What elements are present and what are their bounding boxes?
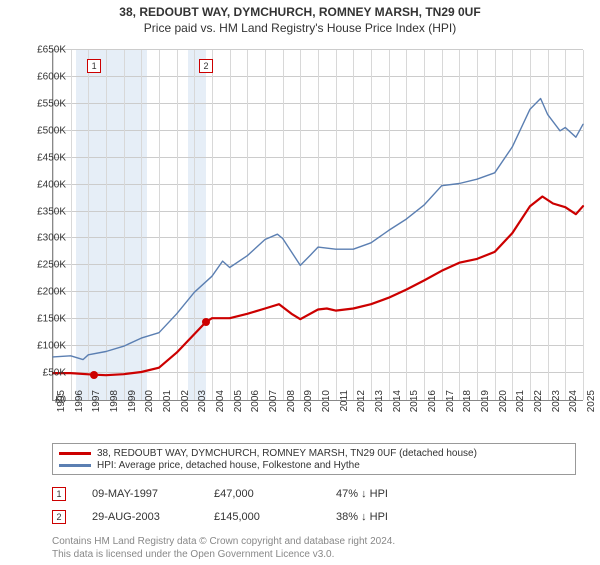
x-tick-label: 1996 xyxy=(74,390,85,420)
x-tick-label: 1997 xyxy=(91,390,102,420)
copyright-text: Contains HM Land Registry data © Crown c… xyxy=(52,535,395,561)
y-tick-label: £600K xyxy=(20,71,66,82)
series-line xyxy=(53,99,583,360)
x-tick-label: 2006 xyxy=(250,390,261,420)
x-tick-label: 2008 xyxy=(286,390,297,420)
legend-row: HPI: Average price, detached house, Folk… xyxy=(59,460,569,471)
legend-box: 38, REDOUBT WAY, DYMCHURCH, ROMNEY MARSH… xyxy=(52,443,576,475)
marker-icon: 2 xyxy=(199,59,213,73)
x-tick-label: 2003 xyxy=(197,390,208,420)
y-tick-label: £400K xyxy=(20,179,66,190)
y-tick-label: £50K xyxy=(20,368,66,379)
transaction-date: 29-AUG-2003 xyxy=(92,511,188,523)
y-tick-label: £250K xyxy=(20,260,66,271)
y-tick-label: £300K xyxy=(20,233,66,244)
data-point xyxy=(202,318,210,326)
x-tick-label: 2011 xyxy=(339,390,350,420)
x-tick-label: 1995 xyxy=(56,390,67,420)
copyright-line: This data is licensed under the Open Gov… xyxy=(52,548,395,561)
x-tick-label: 2000 xyxy=(144,390,155,420)
legend-row: 38, REDOUBT WAY, DYMCHURCH, ROMNEY MARSH… xyxy=(59,448,569,459)
x-tick-label: 2012 xyxy=(356,390,367,420)
y-tick-label: £150K xyxy=(20,314,66,325)
chart-svg xyxy=(53,50,583,400)
x-tick-label: 2017 xyxy=(445,390,456,420)
transaction-row: 2 29-AUG-2003 £145,000 38% ↓ HPI xyxy=(52,510,432,524)
x-tick-label: 2009 xyxy=(303,390,314,420)
x-tick-label: 2002 xyxy=(180,390,191,420)
transaction-delta: 47% ↓ HPI xyxy=(336,488,432,500)
transaction-delta: 38% ↓ HPI xyxy=(336,511,432,523)
marker-icon: 2 xyxy=(52,510,66,524)
y-tick-label: £350K xyxy=(20,206,66,217)
x-tick-label: 1998 xyxy=(109,390,120,420)
series-line xyxy=(53,197,583,376)
chart-subtitle: Price paid vs. HM Land Registry's House … xyxy=(0,21,600,35)
x-tick-label: 2025 xyxy=(586,390,597,420)
x-tick-label: 2021 xyxy=(515,390,526,420)
x-tick-label: 2014 xyxy=(392,390,403,420)
data-point xyxy=(90,371,98,379)
y-tick-label: £500K xyxy=(20,125,66,136)
y-tick-label: £100K xyxy=(20,341,66,352)
x-tick-label: 2016 xyxy=(427,390,438,420)
legend-label: 38, REDOUBT WAY, DYMCHURCH, ROMNEY MARSH… xyxy=(97,448,477,459)
transaction-date: 09-MAY-1997 xyxy=(92,488,188,500)
chart-plot-area: 12 xyxy=(52,50,583,401)
x-tick-label: 1999 xyxy=(127,390,138,420)
y-tick-label: £450K xyxy=(20,152,66,163)
transaction-row: 1 09-MAY-1997 £47,000 47% ↓ HPI xyxy=(52,487,432,501)
x-tick-label: 2015 xyxy=(409,390,420,420)
y-tick-label: £200K xyxy=(20,287,66,298)
x-tick-label: 2024 xyxy=(568,390,579,420)
transaction-price: £145,000 xyxy=(214,511,310,523)
legend-label: HPI: Average price, detached house, Folk… xyxy=(97,460,360,471)
x-tick-label: 2020 xyxy=(498,390,509,420)
chart-title: 38, REDOUBT WAY, DYMCHURCH, ROMNEY MARSH… xyxy=(0,5,600,19)
x-tick-label: 2007 xyxy=(268,390,279,420)
x-tick-label: 2005 xyxy=(233,390,244,420)
x-tick-label: 2004 xyxy=(215,390,226,420)
x-tick-label: 2018 xyxy=(462,390,473,420)
copyright-line: Contains HM Land Registry data © Crown c… xyxy=(52,535,395,548)
x-tick-label: 2019 xyxy=(480,390,491,420)
x-tick-label: 2023 xyxy=(551,390,562,420)
marker-icon: 1 xyxy=(87,59,101,73)
x-tick-label: 2010 xyxy=(321,390,332,420)
y-tick-label: £650K xyxy=(20,45,66,56)
marker-icon: 1 xyxy=(52,487,66,501)
x-tick-label: 2022 xyxy=(533,390,544,420)
y-tick-label: £550K xyxy=(20,98,66,109)
legend-swatch xyxy=(59,464,91,467)
transaction-price: £47,000 xyxy=(214,488,310,500)
legend-swatch xyxy=(59,452,91,455)
x-tick-label: 2001 xyxy=(162,390,173,420)
x-tick-label: 2013 xyxy=(374,390,385,420)
